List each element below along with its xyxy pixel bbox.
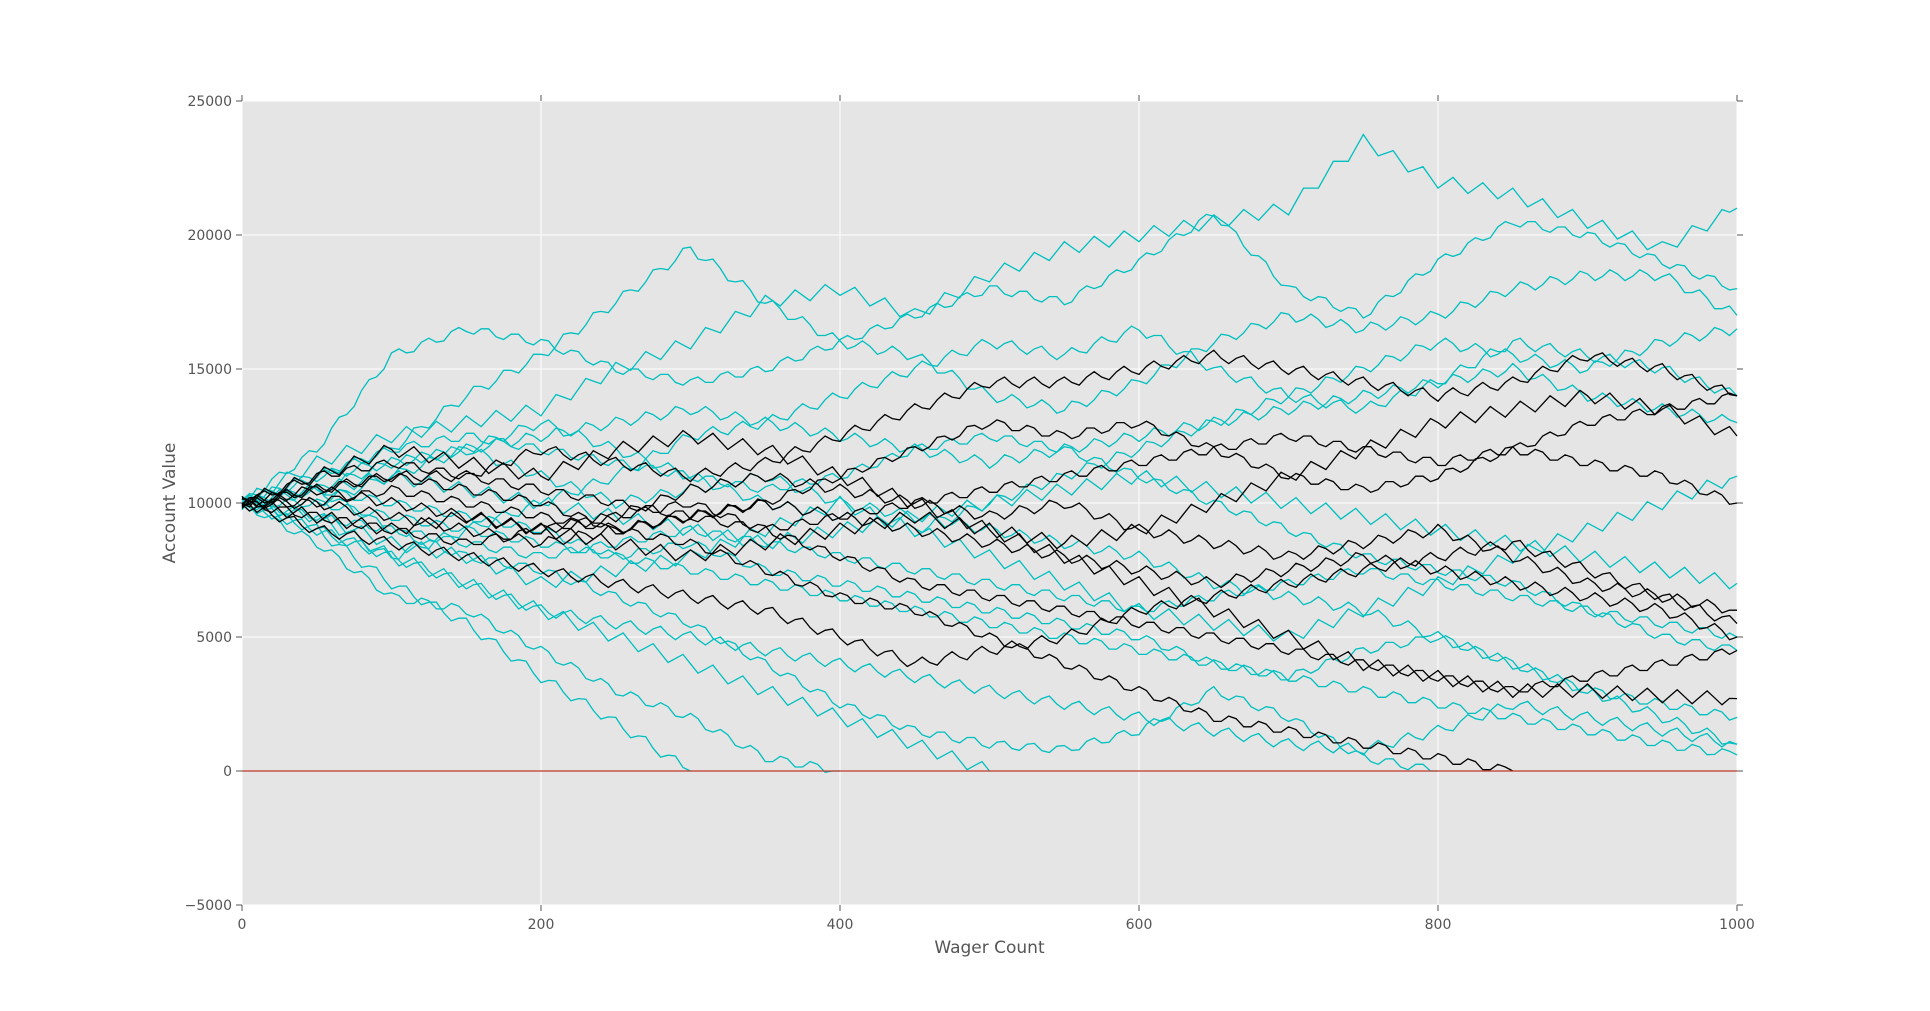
x-tick-label: 600: [1126, 917, 1153, 933]
black-series-line: [241, 472, 1737, 614]
black-series-line: [241, 500, 1738, 693]
black-series-line: [241, 419, 1738, 534]
black-series-line: [241, 484, 1514, 772]
cyan-series-line: [241, 498, 1738, 756]
cyan-series-line: [241, 497, 1738, 756]
cyan-series-line: [241, 213, 1738, 501]
black-series-line: [241, 496, 1738, 641]
black-series-line: [241, 503, 1738, 668]
cyan-series-line: [241, 498, 840, 774]
black-series-line: [241, 495, 1738, 706]
x-tick-label: 1000: [1719, 917, 1755, 933]
x-tick-label: 400: [827, 917, 854, 933]
y-tick-label: 20000: [187, 228, 232, 244]
x-tick-label: 800: [1425, 917, 1452, 933]
cyan-series-line: [241, 133, 1738, 511]
cyan-series-line: [241, 246, 1738, 507]
cyan-series-line: [241, 475, 1738, 642]
x-tick-label: 200: [528, 917, 555, 933]
cyan-series-line: [241, 326, 1738, 534]
cyan-series-line: [241, 502, 691, 772]
x-tick-label: 0: [238, 917, 247, 933]
cyan-series-line: [241, 362, 1738, 509]
y-tick-label: 0: [223, 764, 232, 780]
cyan-series-line: [241, 498, 1738, 640]
black-series-line: [241, 349, 1738, 509]
black-series-line: [241, 389, 1738, 550]
y-axis-label: Account Value: [160, 443, 180, 564]
y-tick-label: 5000: [196, 630, 232, 646]
series-lines: [241, 133, 1738, 774]
x-axis-label: Wager Count: [934, 938, 1045, 958]
y-tick-label: 10000: [187, 496, 232, 512]
y-tick-label: 25000: [187, 94, 232, 110]
cyan-series-line: [241, 486, 1738, 721]
axis-ticks: 0 200 400 600 800 1000 −5000 0 5000 10000 15000 200…: [185, 94, 1755, 933]
black-series-line: [241, 392, 1738, 534]
y-tick-label: −5000: [185, 898, 232, 914]
y-tick-label: 15000: [187, 362, 232, 378]
cyan-series-line: [241, 432, 1738, 652]
